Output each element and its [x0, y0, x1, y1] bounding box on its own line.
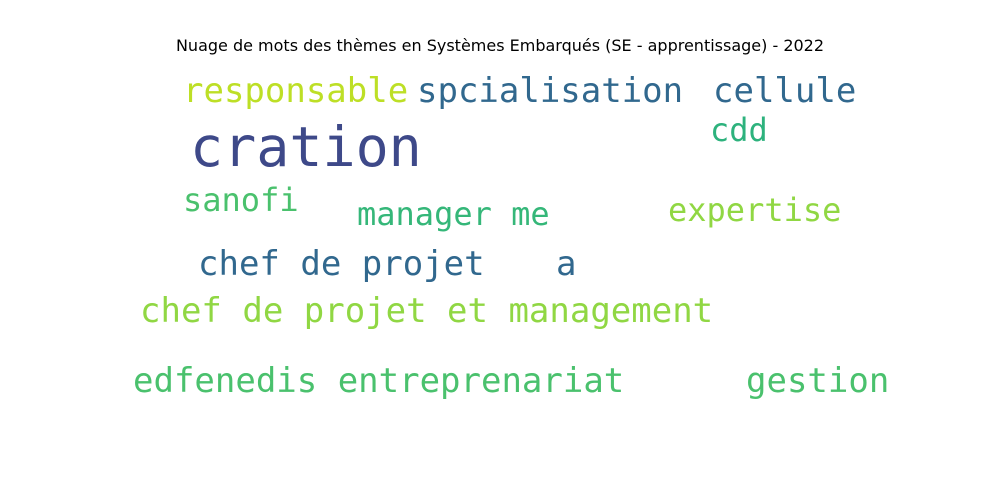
word-chef-de-projet-et-management: chef de projet et management	[140, 291, 714, 331]
word-spcialisation: spcialisation	[417, 71, 684, 111]
word-cration: cration	[190, 115, 422, 179]
word-cellule: cellule	[713, 71, 857, 111]
chart-title: Nuage de mots des thèmes en Systèmes Emb…	[175, 36, 825, 55]
word-manager-me: manager me	[357, 195, 550, 233]
word-gestion: gestion	[746, 361, 890, 401]
word-sanofi: sanofi	[183, 181, 299, 219]
word-responsable: responsable	[183, 71, 409, 111]
word-expertise: expertise	[668, 191, 842, 229]
word-edfenedis-entreprenariat: edfenedis entreprenariat	[133, 361, 625, 401]
word-chef-de-projet: chef de projet	[198, 244, 485, 284]
word-a: a	[556, 244, 577, 284]
word-cdd: cdd	[710, 111, 768, 149]
